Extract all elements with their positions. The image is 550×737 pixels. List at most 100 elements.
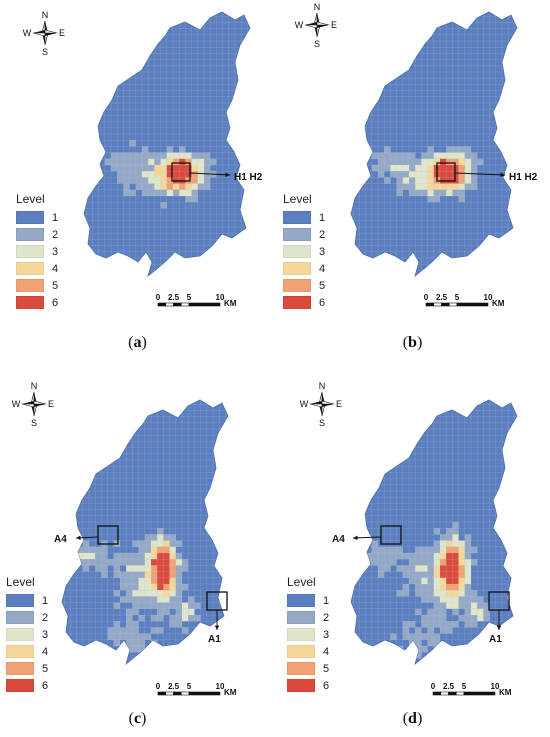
grid-cell: [166, 152, 173, 159]
grid-cell: [446, 146, 453, 153]
study-area-d: [350, 399, 518, 666]
grid-cell: [151, 546, 158, 553]
grid-cell: [160, 202, 167, 209]
grid-cell: [427, 189, 434, 196]
compass-w-label: W: [295, 20, 304, 30]
grid-cell: [396, 158, 403, 165]
grid-cell: [458, 171, 465, 178]
grid-cell: [120, 584, 127, 591]
grid-cell: [76, 546, 83, 553]
legend-item: 2: [283, 226, 325, 243]
legend-swatch: [283, 228, 311, 241]
legend-title: Level: [6, 575, 35, 589]
grid-cell: [151, 627, 158, 634]
grid-cell: [464, 534, 471, 541]
grid-cell: [433, 639, 440, 646]
legend-item: 6: [283, 294, 325, 311]
grid-cell: [101, 565, 108, 572]
legend-label: 3: [42, 628, 49, 641]
grid-cell: [175, 540, 182, 547]
grid-cell: [409, 633, 416, 640]
map-panel-a: N S E W 0 2.5 5 10 KM H1 H2 Level 1 2 3 4 5 6 (a): [0, 0, 275, 368]
grid-cell: [433, 615, 440, 622]
grid-cell: [483, 602, 490, 609]
grid-cell: [163, 546, 170, 553]
grid-cell: [458, 183, 465, 190]
scale-segment: [173, 691, 182, 696]
grid-cell: [157, 546, 164, 553]
grid-cell: [409, 171, 416, 178]
grid-cell: [452, 146, 459, 153]
legend-label: 5: [52, 279, 59, 292]
legend-label: 3: [323, 628, 330, 641]
grid-cell: [464, 571, 471, 578]
grid-cell: [427, 196, 434, 203]
grid-cell: [415, 652, 422, 659]
grid-cell: [446, 540, 453, 547]
grid-cell: [160, 177, 167, 184]
grid-cell: [132, 608, 139, 615]
grid-cell: [76, 559, 83, 566]
grid-cell: [384, 152, 391, 159]
grid-cell: [129, 165, 136, 172]
grid-cell: [458, 146, 465, 153]
scale-label: 0: [156, 293, 161, 302]
annotations-b: H1 H2: [436, 162, 538, 183]
grid-cell: [396, 171, 403, 178]
grid-cell: [390, 546, 397, 553]
grid-cell: [452, 528, 459, 535]
grid-cell: [409, 165, 416, 172]
grid-cell: [458, 177, 465, 184]
grid-cell: [402, 627, 409, 634]
scale-label: 2.5: [168, 682, 180, 691]
legend-label: 1: [42, 594, 49, 607]
grid-cell: [415, 633, 422, 640]
grid-cell: [452, 158, 459, 165]
legend-item: 1: [6, 592, 48, 609]
grid-cell: [138, 590, 145, 597]
scale-unit: KM: [224, 688, 237, 697]
caption-c: (c): [128, 710, 147, 727]
grid-cell: [409, 559, 416, 566]
grid-cell: [471, 171, 478, 178]
grid-cell: [135, 152, 142, 159]
grid-cell: [144, 590, 151, 597]
grid-cell: [142, 165, 149, 172]
grid-cell: [371, 553, 378, 560]
grid-cell: [433, 646, 440, 653]
grid-cell: [173, 152, 180, 159]
grid-cell: [415, 171, 422, 178]
grid-cell: [138, 639, 145, 646]
grid-cell: [132, 553, 139, 560]
grid-cell: [433, 590, 440, 597]
grid-cell: [440, 553, 447, 560]
grid-cell: [151, 596, 158, 603]
compass-s-label: S: [319, 418, 325, 428]
arrow-head: [496, 625, 502, 630]
grid-cell: [477, 608, 484, 615]
grid-cell: [169, 553, 176, 560]
grid-cell: [157, 528, 164, 535]
grid-cell: [433, 189, 440, 196]
grid-cell: [471, 621, 478, 628]
grid-cell: [390, 152, 397, 159]
scale-segment: [180, 302, 190, 307]
compass-s-label: S: [314, 39, 320, 49]
grid-cell: [82, 559, 89, 566]
grid-cell: [175, 559, 182, 566]
grid-cell: [129, 140, 136, 147]
grid-cell: [458, 553, 465, 560]
grid-cell: [427, 608, 434, 615]
grid-cell: [173, 171, 180, 178]
grid-cell: [107, 633, 114, 640]
grid-cell: [415, 608, 422, 615]
grid-cell: [446, 627, 453, 634]
legend-swatch: [283, 279, 311, 292]
legend-item: 2: [16, 226, 58, 243]
scale-segment: [448, 302, 458, 307]
grid-cell: [135, 183, 142, 190]
grid-cell: [70, 559, 77, 566]
scale-segment: [441, 302, 450, 307]
grid-cell: [148, 183, 155, 190]
grid-cell: [458, 189, 465, 196]
